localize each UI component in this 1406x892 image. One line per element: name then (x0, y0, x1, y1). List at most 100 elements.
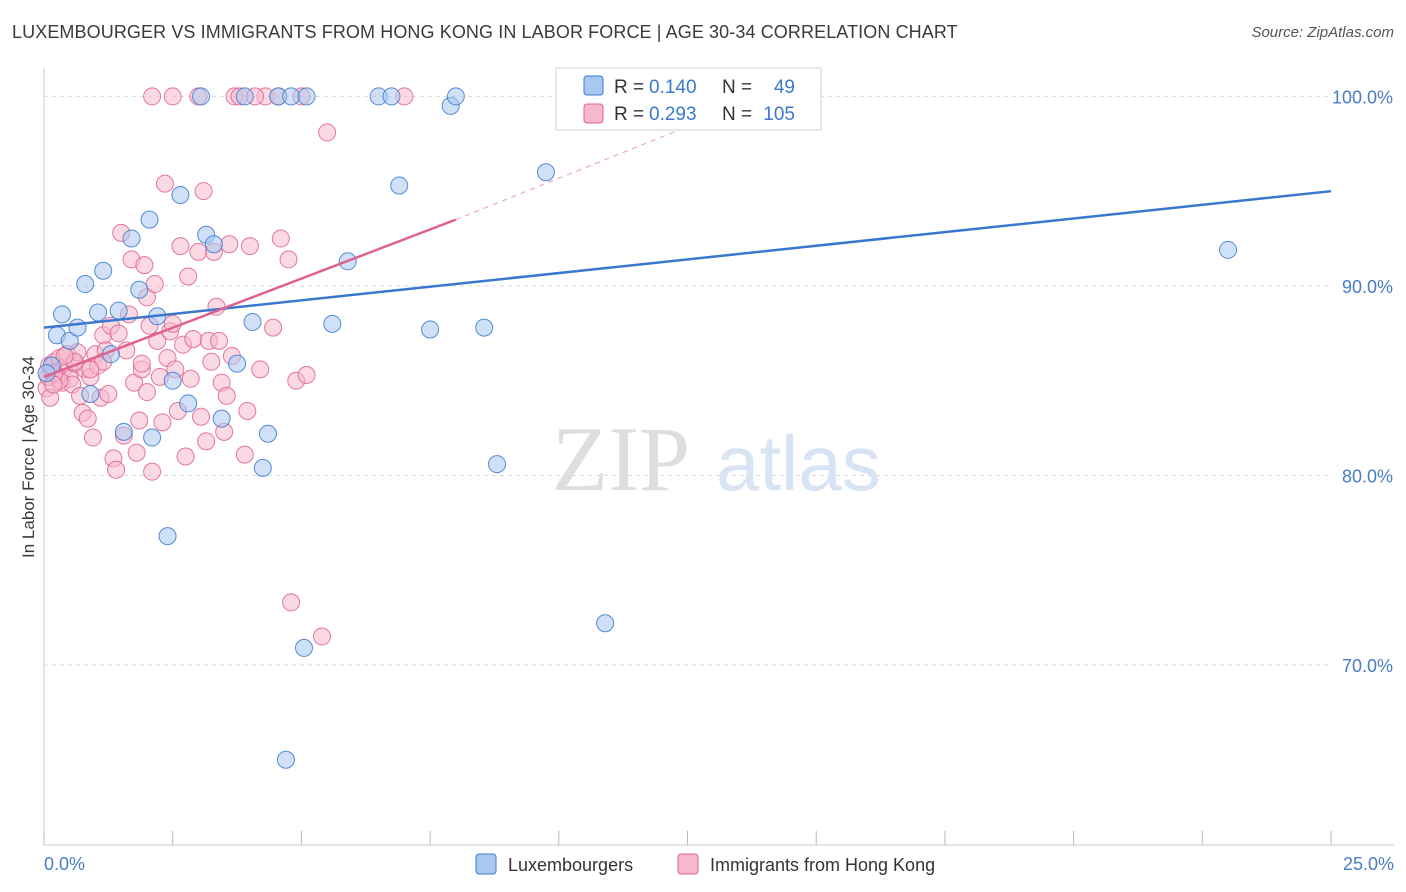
data-point (137, 383, 156, 402)
y-axis-title: In Labor Force | Age 30-34 (19, 356, 38, 558)
y-tick-label: 100.0% (1332, 87, 1393, 107)
data-point (279, 250, 298, 269)
source-label: Source: ZipAtlas.com (1251, 24, 1394, 41)
series-immigrants-hong-kong (37, 87, 414, 646)
data-point (107, 460, 126, 479)
data-point (312, 627, 331, 646)
legend-hong-kong-swatch (677, 853, 699, 875)
data-point (238, 402, 257, 421)
legend-n-label-blue: N = (722, 77, 752, 98)
y-tick-label: 70.0% (1342, 656, 1393, 676)
data-point (212, 409, 231, 428)
data-point (235, 445, 254, 464)
data-point (145, 275, 164, 294)
watermark-atlas: atlas (716, 419, 881, 507)
data-point (171, 237, 190, 256)
y-tick-labels: 70.0% 80.0% 90.0% 100.0% (1332, 87, 1393, 676)
trend-line-hong-kong (43, 218, 457, 379)
data-point (143, 87, 162, 106)
stats-legend: R = 0.140 N = 49 R = 0.293 N = 105 (555, 67, 822, 131)
legend-hong-kong-label: Immigrants from Hong Kong (710, 855, 935, 875)
data-point (240, 237, 259, 256)
data-point (475, 318, 494, 337)
data-point (235, 87, 254, 106)
data-point (382, 87, 401, 106)
data-point (143, 462, 162, 481)
data-point (189, 242, 208, 261)
data-point (297, 87, 316, 106)
data-point (253, 458, 272, 477)
data-point (271, 229, 290, 248)
legend-swatch-pink (583, 103, 604, 124)
data-point (220, 235, 239, 254)
data-point (228, 354, 247, 373)
data-point (171, 185, 190, 204)
data-point (297, 366, 316, 385)
data-point (130, 411, 149, 430)
legend-luxembourgers-swatch (475, 853, 497, 875)
data-point (446, 87, 465, 106)
data-point (390, 176, 409, 195)
y-tick-label: 90.0% (1342, 277, 1393, 297)
data-point (68, 318, 87, 337)
data-point (294, 638, 313, 657)
data-point (276, 750, 295, 769)
data-point (210, 331, 229, 350)
data-point (536, 163, 555, 182)
y-tick-label: 80.0% (1342, 466, 1393, 486)
x-ticks (43, 831, 1332, 845)
data-point (94, 261, 113, 280)
data-point (158, 527, 177, 546)
data-point (179, 394, 198, 413)
data-point (163, 87, 182, 106)
data-point (89, 303, 108, 322)
data-point (109, 301, 128, 320)
data-point (181, 369, 200, 388)
watermark: ZIP atlas (552, 408, 881, 510)
legend-r-label-blue: R = (614, 77, 644, 98)
data-point (1219, 240, 1238, 259)
data-point (184, 330, 203, 349)
data-point (99, 384, 118, 403)
data-point (251, 360, 270, 379)
data-point (153, 413, 172, 432)
x-tick-label-max: 25.0% (1343, 854, 1394, 874)
data-point (114, 422, 133, 441)
data-point (125, 373, 144, 392)
data-point (192, 87, 211, 106)
data-point (122, 229, 141, 248)
data-point (421, 320, 440, 339)
legend-luxembourgers-label: Luxembourgers (508, 855, 633, 875)
data-point (264, 318, 283, 337)
data-point (282, 87, 301, 106)
data-point (76, 275, 95, 294)
watermark-zip: ZIP (552, 408, 690, 510)
data-point (243, 312, 262, 331)
legend-r-value-blue: 0.140 (649, 77, 697, 98)
data-point (60, 331, 79, 350)
data-point (140, 210, 159, 229)
series-legend: Luxembourgers Immigrants from Hong Kong (475, 853, 935, 875)
data-point (81, 384, 100, 403)
series-luxembourgers (37, 87, 1238, 769)
data-point (596, 614, 615, 633)
data-point (197, 432, 216, 451)
data-point (135, 256, 154, 275)
data-point (192, 407, 211, 426)
data-point (81, 360, 100, 379)
data-point (53, 305, 72, 324)
data-point (78, 409, 97, 428)
data-point (127, 443, 146, 462)
legend-r-label-pink: R = (614, 104, 644, 125)
data-point (155, 174, 174, 193)
data-point (83, 428, 102, 447)
data-point (258, 424, 277, 443)
data-point (318, 123, 337, 142)
legend-n-value-blue: 49 (774, 77, 795, 98)
data-point (488, 455, 507, 474)
legend-n-value-pink: 105 (763, 104, 795, 125)
x-tick-label-min: 0.0% (44, 854, 85, 874)
data-point (163, 371, 182, 390)
data-point (204, 235, 223, 254)
